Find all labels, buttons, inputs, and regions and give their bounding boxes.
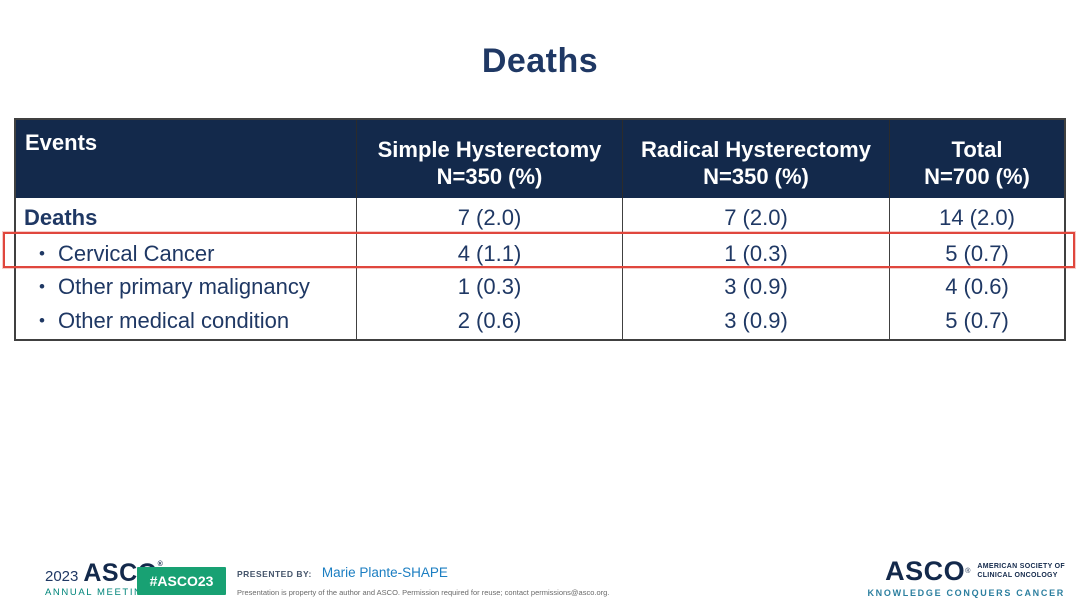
header-label: Radical Hysterectomy	[641, 137, 871, 163]
table-row-other-primary-malignancy: • Other primary malignancy 1 (0.3) 3 (0.…	[16, 270, 1064, 303]
asco-tagline: KNOWLEDGE CONQUERS CANCER	[867, 587, 1065, 598]
asco-wordmark: ASCO	[885, 556, 966, 586]
cell-radical: 3 (0.9)	[622, 270, 889, 303]
cell-simple: 1 (0.3)	[356, 270, 622, 303]
slide-footer: 2023 ASCO® ANNUAL MEETING #ASCO23 PRESEN…	[0, 556, 1080, 608]
header-sublabel: N=350 (%)	[436, 164, 543, 189]
cell-radical: 3 (0.9)	[622, 303, 889, 339]
presented-by-row: PRESENTED BY: Marie Plante-SHAPE	[237, 565, 609, 580]
presented-by-block: PRESENTED BY: Marie Plante-SHAPE Present…	[237, 565, 609, 597]
registered-mark-icon: ®	[157, 561, 164, 568]
deaths-table: Events Simple Hysterectomy N=350 (%) Rad…	[14, 118, 1066, 341]
header-label: Total	[951, 137, 1003, 163]
header-sublabel: N=700 (%)	[924, 164, 1030, 189]
header-label: Events	[25, 130, 98, 155]
row-label-cell: • Other primary malignancy	[16, 270, 356, 303]
meeting-year: 2023	[45, 568, 79, 585]
bullet-icon: •	[39, 276, 45, 296]
header-label: Simple Hysterectomy	[377, 137, 602, 163]
table-row-other-medical-condition: • Other medical condition 2 (0.6) 3 (0.9…	[16, 303, 1064, 339]
header-sublabel: N=350 (%)	[703, 164, 809, 189]
table-body: Deaths 7 (2.0) 7 (2.0) 14 (2.0) • Cervic…	[16, 198, 1064, 339]
row-label: Cervical Cancer	[58, 240, 215, 266]
row-label: Deaths	[24, 204, 98, 230]
cell-radical: 7 (2.0)	[622, 198, 889, 237]
permission-disclaimer: Presentation is property of the author a…	[237, 588, 610, 597]
registered-mark-icon: ®	[965, 568, 971, 576]
table-header-total: Total N=700 (%)	[889, 120, 1064, 198]
society-name: AMERICAN SOCIETY OF CLINICAL ONCOLOGY	[977, 563, 1065, 581]
cell-simple: 2 (0.6)	[356, 303, 622, 339]
row-label-cell: • Cervical Cancer	[16, 237, 356, 270]
row-label-cell: • Other medical condition	[16, 303, 356, 339]
society-line2: CLINICAL ONCOLOGY	[977, 571, 1058, 579]
cell-simple: 7 (2.0)	[356, 198, 622, 237]
cell-total: 5 (0.7)	[889, 237, 1064, 270]
presenter-name: Marie Plante-SHAPE	[321, 565, 448, 580]
annual-meeting-label: ANNUAL MEETING	[45, 587, 152, 598]
table-row-cervical-cancer: • Cervical Cancer 4 (1.1) 1 (0.3) 5 (0.7…	[16, 237, 1064, 270]
presented-by-label: PRESENTED BY:	[237, 569, 312, 579]
table-header-row: Events Simple Hysterectomy N=350 (%) Rad…	[16, 120, 1064, 198]
table-header-events: Events	[16, 120, 356, 198]
row-label: Other medical condition	[58, 308, 290, 333]
cell-radical: 1 (0.3)	[622, 237, 889, 270]
table-header-radical-hysterectomy: Radical Hysterectomy N=350 (%)	[622, 120, 889, 198]
slide-title: Deaths	[481, 42, 599, 80]
society-line1: AMERICAN SOCIETY OF	[977, 563, 1065, 571]
cell-total: 5 (0.7)	[889, 303, 1064, 339]
row-label: Other primary malignancy	[58, 273, 310, 299]
cell-total: 14 (2.0)	[889, 198, 1064, 237]
bullet-icon: •	[39, 311, 45, 330]
bullet-icon: •	[39, 243, 45, 263]
hashtag-badge: #ASCO23	[137, 567, 226, 595]
table-header-simple-hysterectomy: Simple Hysterectomy N=350 (%)	[356, 120, 622, 198]
cell-total: 4 (0.6)	[889, 270, 1064, 303]
table-row-deaths: Deaths 7 (2.0) 7 (2.0) 14 (2.0)	[16, 198, 1064, 237]
asco-society-wordmark-row: ASCO ® AMERICAN SOCIETY OF CLINICAL ONCOL…	[867, 556, 1065, 586]
cell-simple: 4 (1.1)	[356, 237, 622, 270]
asco-society-logo: ASCO ® AMERICAN SOCIETY OF CLINICAL ONCOL…	[867, 556, 1065, 598]
